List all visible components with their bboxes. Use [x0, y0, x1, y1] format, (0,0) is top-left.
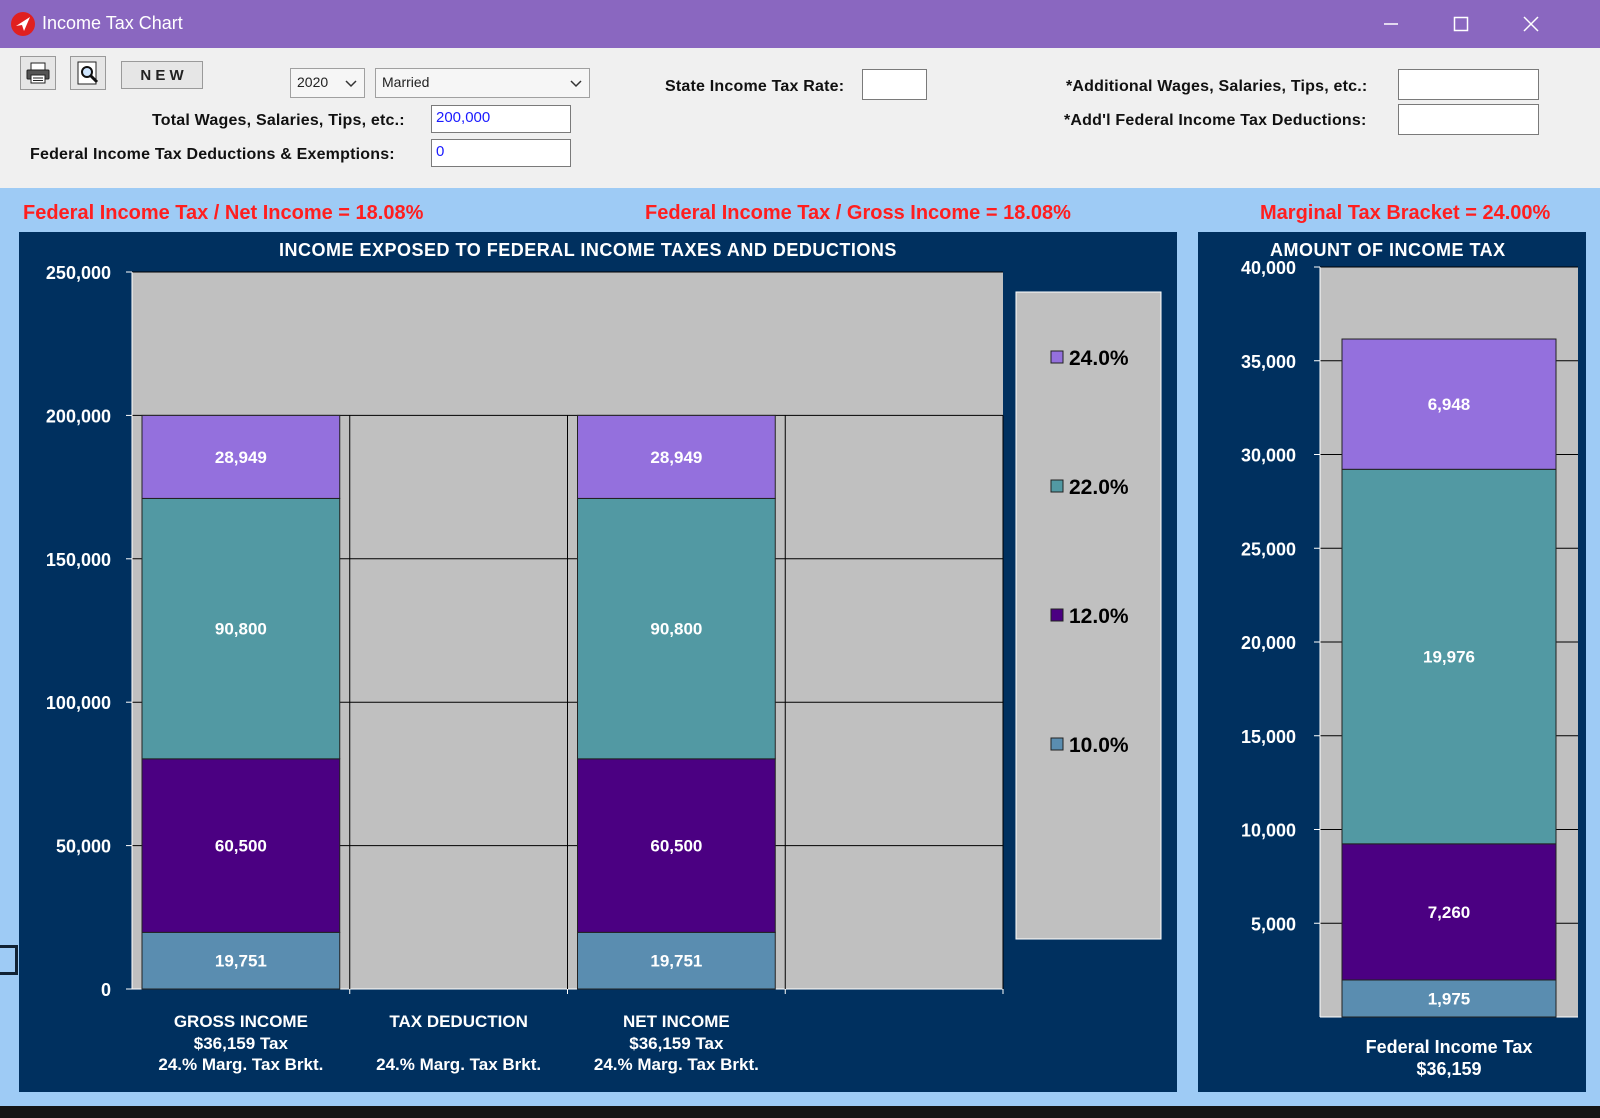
y-tick-label: 10,000	[1241, 821, 1296, 841]
data-label: 19,751	[215, 952, 267, 971]
x-category-label: GROSS INCOME	[174, 1012, 308, 1031]
income-tax-amount-chart: AMOUNT OF INCOME TAX 5,000 10,000 15,000 20…	[1198, 232, 1586, 1092]
data-label: 1,975	[1428, 989, 1471, 1008]
y-tick-label: 35,000	[1241, 352, 1296, 372]
bar-segment	[1341, 338, 1557, 470]
state-rate-label: State Income Tax Rate:	[665, 78, 845, 95]
x-category-sublabel: 24.% Marg. Tax Brkt.	[158, 1055, 323, 1074]
chevron-down-icon	[345, 80, 357, 88]
fed-deductions-label: Federal Income Tax Deductions & Exemptio…	[30, 146, 395, 163]
close-button[interactable]	[1496, 0, 1566, 48]
legend-label: 22.0%	[1069, 476, 1129, 499]
y-tick-label: 150,000	[46, 550, 111, 570]
data-label: 90,800	[650, 620, 702, 639]
y-tick-label: 25,000	[1241, 539, 1296, 559]
fed-deductions-input[interactable]: 0	[431, 139, 571, 167]
filing-status-value: Married	[382, 74, 430, 90]
marginal-tax-bracket: Marginal Tax Bracket = 24.00%	[1260, 202, 1551, 224]
y-tick-label: 30,000	[1241, 446, 1296, 466]
bar-segment	[141, 931, 341, 990]
bar-segment	[141, 497, 341, 760]
data-label: 28,949	[650, 448, 702, 467]
window-title: Income Tax Chart	[42, 13, 183, 33]
partial-control	[0, 945, 18, 975]
additional-wages-input[interactable]	[1398, 69, 1539, 100]
y-tick-label: 200,000	[46, 406, 111, 426]
legend-swatch	[1050, 608, 1064, 622]
gross-income-ratio: Federal Income Tax / Gross Income = 18.0…	[645, 202, 1071, 224]
maximize-button[interactable]	[1426, 0, 1496, 48]
income-chart-title: INCOME EXPOSED TO FEDERAL INCOME TAXES A…	[279, 240, 897, 260]
data-label: 6,948	[1428, 395, 1471, 414]
new-button[interactable]: N E W	[121, 61, 203, 89]
y-tick-label: 100,000	[46, 693, 111, 713]
additional-wages-label: *Additional Wages, Salaries, Tips, etc.:	[1066, 78, 1368, 95]
legend-swatch	[1050, 479, 1064, 493]
x-category-sublabel: $36,159 Tax	[194, 1034, 289, 1053]
total-wages-input[interactable]: 200,000	[431, 105, 571, 133]
minimize-button[interactable]	[1356, 0, 1426, 48]
data-label: 60,500	[650, 837, 702, 856]
title-bar: Income Tax Chart	[0, 0, 1600, 48]
print-preview-button[interactable]	[70, 56, 106, 90]
close-icon	[1523, 16, 1539, 32]
income-exposure-chart: INCOME EXPOSED TO FEDERAL INCOME TAXES A…	[19, 232, 1177, 1092]
bar-segment	[1341, 843, 1557, 981]
y-tick-label: 0	[101, 980, 111, 1000]
state-rate-input[interactable]	[862, 69, 927, 100]
y-tick-label: 50,000	[56, 837, 111, 857]
minimize-icon	[1384, 23, 1398, 25]
x-category-sublabel: $36,159 Tax	[629, 1034, 724, 1053]
tax-chart-title: AMOUNT OF INCOME TAX	[1270, 240, 1506, 260]
app-logo-icon	[11, 12, 35, 36]
filing-status-select[interactable]: Married	[375, 68, 590, 98]
data-label: 19,751	[650, 952, 702, 971]
legend-label: 12.0%	[1069, 605, 1129, 628]
x-category-sublabel: 24.% Marg. Tax Brkt.	[594, 1055, 759, 1074]
data-label: 7,260	[1428, 903, 1471, 922]
bar-segment	[1341, 979, 1557, 1018]
bar-segment	[577, 497, 776, 760]
x-category-label: TAX DEDUCTION	[389, 1012, 528, 1031]
data-label: 60,500	[215, 837, 267, 856]
taskbar-strip	[0, 1106, 1600, 1118]
input-panel: N E W 2020 Married Total Wages, Salaries…	[0, 48, 1600, 188]
print-button[interactable]	[20, 56, 56, 90]
maximize-icon	[1453, 16, 1469, 32]
y-tick-label: 250,000	[46, 263, 111, 283]
data-label: 28,949	[215, 448, 267, 467]
legend-label: 24.0%	[1069, 347, 1129, 370]
x-category-sublabel: 24.% Marg. Tax Brkt.	[376, 1055, 541, 1074]
year-select[interactable]: 2020	[290, 68, 365, 98]
bar-segment	[577, 758, 776, 933]
total-wages-label: Total Wages, Salaries, Tips, etc.:	[152, 112, 405, 129]
x-category-sublabel: $36,159	[1416, 1059, 1481, 1079]
data-label: 90,800	[215, 620, 267, 639]
year-value: 2020	[297, 74, 329, 90]
chevron-down-icon	[570, 80, 582, 88]
y-tick-label: 40,000	[1241, 258, 1296, 278]
y-tick-label: 20,000	[1241, 633, 1296, 653]
printer-icon	[26, 62, 50, 84]
legend-swatch	[1050, 737, 1064, 751]
bar-segment	[577, 931, 776, 990]
additional-fed-deductions-input[interactable]	[1398, 104, 1539, 135]
x-category-label: Federal Income Tax	[1366, 1037, 1533, 1057]
y-tick-label: 5,000	[1251, 914, 1296, 934]
net-income-ratio: Federal Income Tax / Net Income = 18.08%	[23, 202, 424, 224]
print-preview-icon	[77, 61, 99, 85]
legend-label: 10.0%	[1069, 734, 1129, 757]
bar-segment	[141, 414, 341, 499]
legend-swatch	[1050, 350, 1064, 364]
y-tick-label: 15,000	[1241, 727, 1296, 747]
legend-box	[1015, 291, 1162, 940]
bar-segment	[141, 758, 341, 933]
bar-segment	[1341, 468, 1557, 845]
additional-fed-deductions-label: *Add'l Federal Income Tax Deductions:	[1064, 112, 1367, 129]
income-chart-svg: 0 50,000 100,000 150,000 200,000 250,000 19,75…	[46, 263, 1162, 1074]
bar-segment	[577, 414, 776, 499]
data-label: 19,976	[1423, 648, 1475, 667]
x-category-label: NET INCOME	[623, 1012, 730, 1031]
tax-chart-svg: 5,000 10,000 15,000 20,000 25,000 30,000 35,00…	[1241, 258, 1578, 1079]
